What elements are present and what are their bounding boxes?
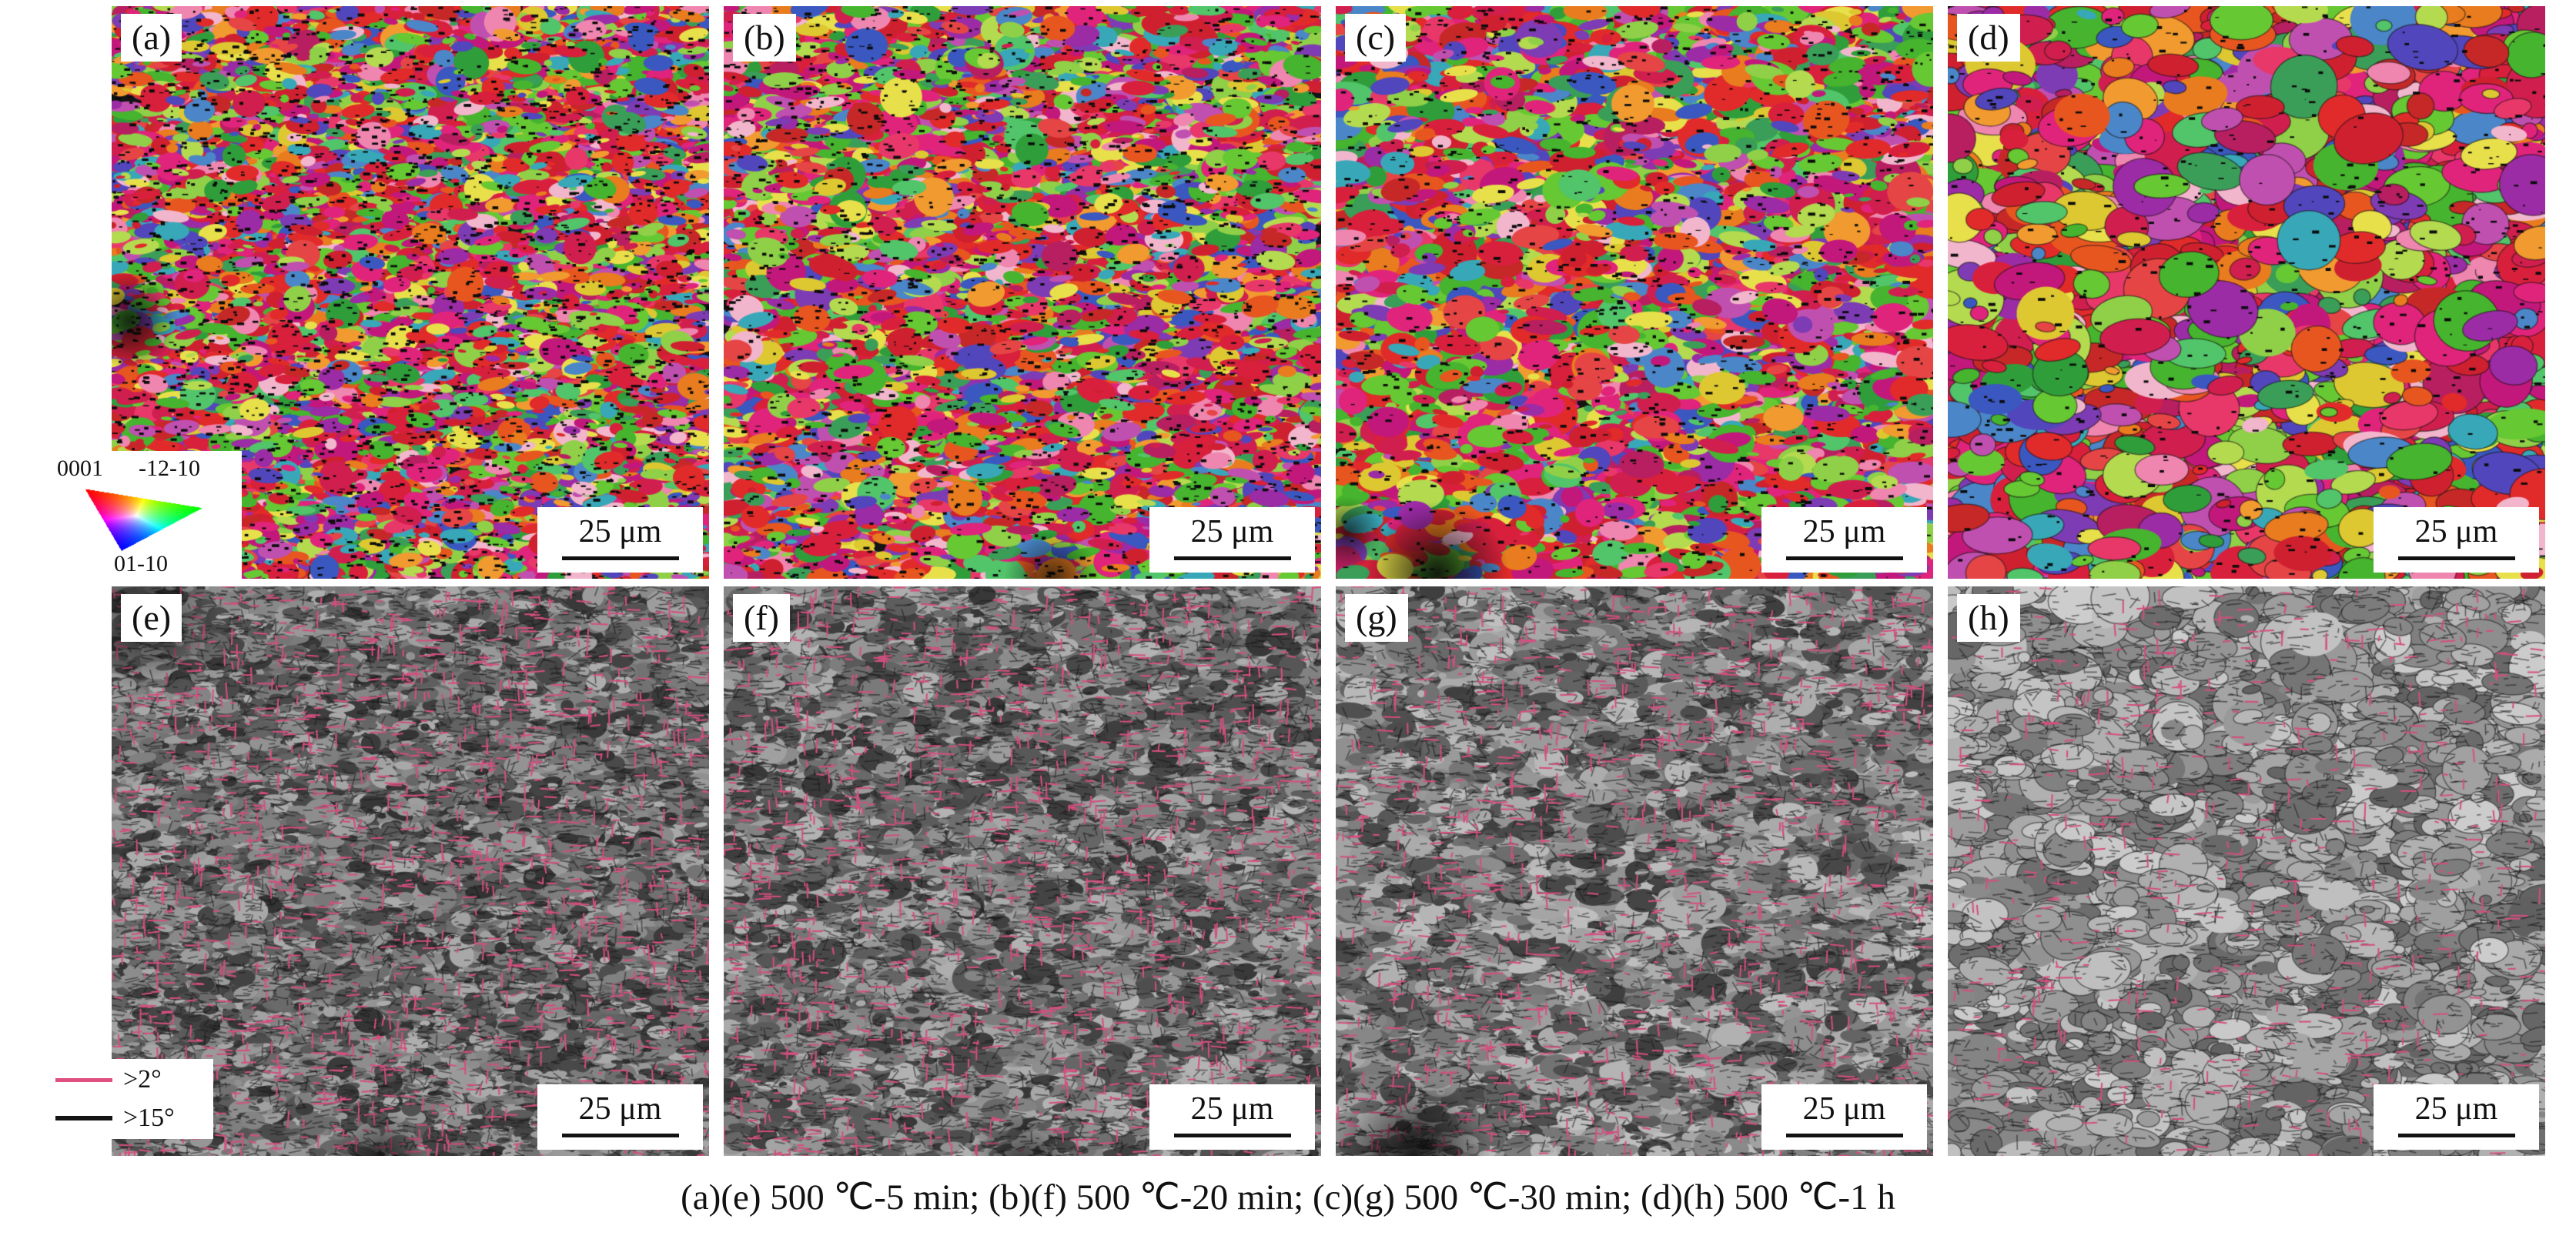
panel-c-ipf-map xyxy=(1336,6,1933,579)
scale-bar-line xyxy=(1173,556,1291,560)
scale-bar-label: 25 μm xyxy=(1190,1091,1274,1127)
panel-label-a: (a) xyxy=(121,14,182,62)
ipf-key-01-10-label: 01-10 xyxy=(114,551,168,576)
lagb-line-swatch xyxy=(55,1077,112,1082)
panel-label-h: (h) xyxy=(1957,594,2020,642)
scale-bar-line xyxy=(1785,1134,1903,1137)
scale-bar-h: 25 μm xyxy=(2374,1084,2539,1150)
panel-f: (f) 25 μm xyxy=(724,586,1321,1156)
panel-g: (g) 25 μm xyxy=(1336,586,1933,1156)
scale-bar-line xyxy=(2397,556,2515,560)
scale-bar-d: 25 μm xyxy=(2374,507,2539,573)
figure-caption: (a)(e) 500 ℃-5 min; (b)(f) 500 ℃-20 min;… xyxy=(681,1177,1895,1217)
legend-row-lagb: >2° xyxy=(55,1066,206,1094)
scale-bar-f: 25 μm xyxy=(1149,1084,1315,1150)
panel-label-b: (b) xyxy=(733,14,796,62)
panel-d: (d) 25 μm xyxy=(1948,6,2545,579)
ipf-color-key: 0001 -12-10 01-10 xyxy=(48,451,242,583)
panel-b: (b) 25 μm xyxy=(724,6,1321,579)
scale-bar-label: 25 μm xyxy=(578,514,662,549)
panel-label-c: (c) xyxy=(1345,14,1407,62)
ipf-key-triangle xyxy=(82,482,205,553)
scale-bar-label: 25 μm xyxy=(1802,514,1886,549)
hagb-line-swatch xyxy=(55,1116,112,1120)
panel-label-e: (e) xyxy=(121,594,182,642)
panel-c: (c) 25 μm xyxy=(1336,6,1933,579)
scale-bar-b: 25 μm xyxy=(1149,507,1315,573)
panel-label-d: (d) xyxy=(1957,14,2020,62)
misorientation-legend: >2° >15° xyxy=(48,1059,213,1139)
hagb-label: >15° xyxy=(123,1104,175,1132)
legend-row-hagb: >15° xyxy=(55,1104,206,1132)
scale-bar-a: 25 μm xyxy=(537,507,703,573)
panel-b-ipf-map xyxy=(724,6,1321,579)
ipf-key-0001-label: 0001 xyxy=(57,456,103,481)
scale-bar-label: 25 μm xyxy=(578,1091,662,1127)
scale-bar-label: 25 μm xyxy=(1190,514,1274,549)
scale-bar-c: 25 μm xyxy=(1761,507,1927,573)
panel-h-band-contrast-map xyxy=(1948,586,2545,1156)
scale-bar-line xyxy=(2397,1134,2515,1137)
panel-label-g: (g) xyxy=(1345,594,1408,642)
panel-g-band-contrast-map xyxy=(1336,586,1933,1156)
panel-label-f: (f) xyxy=(733,594,790,642)
scale-bar-label: 25 μm xyxy=(2414,1091,2498,1127)
panel-h: (h) 25 μm xyxy=(1948,586,2545,1156)
ipf-key--12-10-label: -12-10 xyxy=(139,456,200,481)
scale-bar-line xyxy=(1173,1134,1291,1137)
scale-bar-g: 25 μm xyxy=(1761,1084,1927,1150)
scale-bar-label: 25 μm xyxy=(1802,1091,1886,1127)
lagb-label: >2° xyxy=(123,1065,162,1094)
scale-bar-line xyxy=(561,1134,679,1137)
scale-bar-line xyxy=(561,556,679,560)
panel-d-ipf-map xyxy=(1948,6,2545,579)
scale-bar-label: 25 μm xyxy=(2414,514,2498,549)
scale-bar-line xyxy=(1785,556,1903,560)
scale-bar-e: 25 μm xyxy=(537,1084,703,1150)
panel-f-band-contrast-map xyxy=(724,586,1321,1156)
